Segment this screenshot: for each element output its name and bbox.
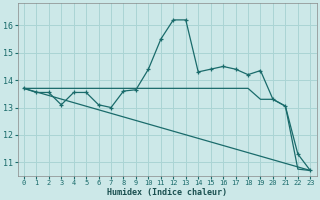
X-axis label: Humidex (Indice chaleur): Humidex (Indice chaleur): [107, 188, 227, 197]
